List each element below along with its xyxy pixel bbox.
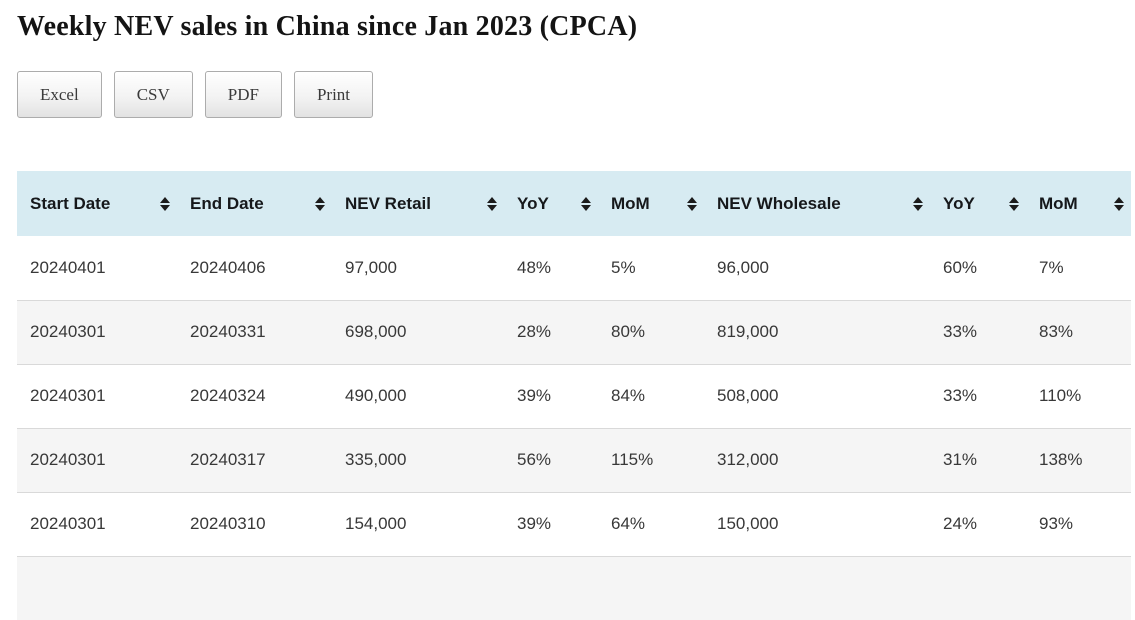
table-cell: 56% (504, 427, 598, 492)
column-label: NEV Retail (345, 193, 431, 213)
table-cell: 48% (504, 236, 598, 300)
page-title: Weekly NEV sales in China since Jan 2023… (17, 11, 638, 42)
column-header-end-date[interactable]: End Date (177, 171, 332, 236)
column-header-nev-retail[interactable]: NEV Retail (332, 171, 504, 236)
table-cell: 39% (504, 491, 598, 556)
table-cell: 20240331 (177, 299, 332, 364)
table-cell: 154,000 (332, 491, 504, 556)
column-header-start-date[interactable]: Start Date (17, 171, 177, 236)
table-cell: 60% (930, 236, 1026, 300)
column-label: NEV Wholesale (717, 193, 841, 213)
table-cell (598, 555, 704, 620)
table-cell (930, 555, 1026, 620)
column-label: MoM (1039, 193, 1078, 213)
data-table: Start Date End Date NEV Retail YoY MoM NEV Wh… (17, 171, 1131, 620)
sort-both-icon[interactable] (1009, 196, 1019, 211)
column-header-yoy[interactable]: YoY (504, 171, 598, 236)
table-cell: 97,000 (332, 236, 504, 300)
table-cell (704, 555, 930, 620)
table-cell: 20240301 (17, 427, 177, 492)
table-cell (17, 555, 177, 620)
button-label: CSV (136, 84, 170, 104)
table-cell: 20240317 (177, 427, 332, 492)
table-cell: 84% (598, 363, 704, 428)
table-row: 20240301 20240310 154,000 39% 64% 150,000 24% 9… (17, 491, 1131, 556)
table-cell (332, 555, 504, 620)
table-cell: 138% (1026, 427, 1131, 492)
table-cell: 64% (598, 491, 704, 556)
table-cell: 819,000 (704, 299, 930, 364)
column-header-yoy[interactable]: YoY (930, 171, 1026, 236)
export-print-button[interactable]: Print (293, 71, 374, 118)
table-cell: 5% (598, 236, 704, 300)
table-cell (1026, 555, 1131, 620)
table-cell: 20240324 (177, 363, 332, 428)
table-cell: 115% (598, 427, 704, 492)
table-cell: 20240301 (17, 491, 177, 556)
page: Weekly NEV sales in China since Jan 2023… (0, 11, 1135, 620)
export-pdf-button[interactable]: PDF (204, 71, 282, 118)
export-excel-button[interactable]: Excel (17, 71, 102, 118)
table-cell: 33% (930, 299, 1026, 364)
sort-both-icon[interactable] (315, 196, 325, 211)
column-label: Start Date (30, 193, 111, 213)
sort-both-icon[interactable] (1114, 196, 1124, 211)
table-cell: 93% (1026, 491, 1131, 556)
table-cell: 110% (1026, 363, 1131, 428)
column-label: MoM (611, 193, 650, 213)
column-label: YoY (517, 193, 549, 213)
export-csv-button[interactable]: CSV (113, 71, 193, 118)
table-cell: 39% (504, 363, 598, 428)
button-label: Print (316, 84, 351, 104)
table-cell: 312,000 (704, 427, 930, 492)
table-cell: 31% (930, 427, 1026, 492)
sort-both-icon[interactable] (687, 196, 697, 211)
column-label: End Date (190, 193, 264, 213)
table-cell: 508,000 (704, 363, 930, 428)
table-cell: 698,000 (332, 299, 504, 364)
sort-both-icon[interactable] (913, 196, 923, 211)
column-label: YoY (943, 193, 975, 213)
column-header-mom[interactable]: MoM (598, 171, 704, 236)
table-row-partial (17, 555, 1131, 620)
sort-both-icon[interactable] (487, 196, 497, 211)
sort-both-icon[interactable] (581, 196, 591, 211)
table-cell: 490,000 (332, 363, 504, 428)
table-cell: 20240406 (177, 236, 332, 300)
table-cell (504, 555, 598, 620)
table-cell (177, 555, 332, 620)
table-cell: 80% (598, 299, 704, 364)
button-label: PDF (227, 84, 259, 104)
table-row: 20240301 20240331 698,000 28% 80% 819,000 33% 8… (17, 299, 1131, 364)
table-cell: 83% (1026, 299, 1131, 364)
table-cell: 20240301 (17, 299, 177, 364)
table-cell: 150,000 (704, 491, 930, 556)
button-label: Excel (40, 84, 79, 104)
table-cell: 20240401 (17, 236, 177, 300)
table-header-row: Start Date End Date NEV Retail YoY MoM NEV Wh… (17, 171, 1131, 236)
export-toolbar: Excel CSV PDF Print (17, 71, 1131, 118)
table-cell: 7% (1026, 236, 1131, 300)
table-cell: 28% (504, 299, 598, 364)
table-cell: 24% (930, 491, 1026, 556)
table-cell: 33% (930, 363, 1026, 428)
table-cell: 96,000 (704, 236, 930, 300)
column-header-nev-wholesale[interactable]: NEV Wholesale (704, 171, 930, 236)
table-cell: 20240301 (17, 363, 177, 428)
table-cell: 20240310 (177, 491, 332, 556)
column-header-mom[interactable]: MoM (1026, 171, 1131, 236)
sort-both-icon[interactable] (160, 196, 170, 211)
table-row: 20240401 20240406 97,000 48% 5% 96,000 60% 7% (17, 236, 1131, 300)
table-cell: 335,000 (332, 427, 504, 492)
nev-sales-table: Start Date End Date NEV Retail YoY MoM NEV Wh… (17, 171, 1131, 620)
table-row: 20240301 20240324 490,000 39% 84% 508,000 33% 1… (17, 363, 1131, 428)
table-row: 20240301 20240317 335,000 56% 115% 312,000 31%… (17, 427, 1131, 492)
